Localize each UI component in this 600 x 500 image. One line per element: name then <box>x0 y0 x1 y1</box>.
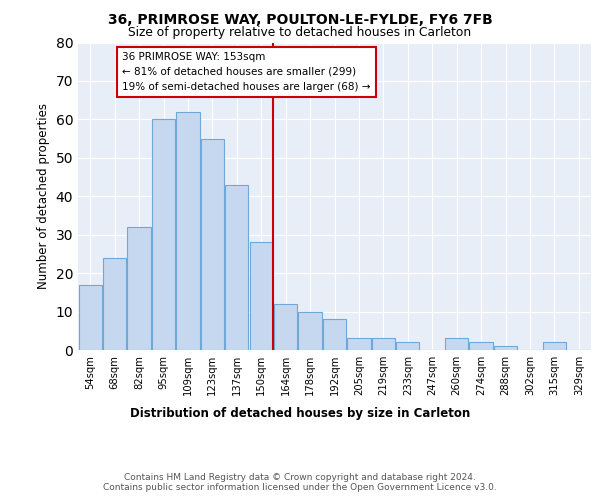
Bar <box>298 312 322 350</box>
Bar <box>152 120 175 350</box>
Text: 36 PRIMROSE WAY: 153sqm
← 81% of detached houses are smaller (299)
19% of semi-d: 36 PRIMROSE WAY: 153sqm ← 81% of detache… <box>122 52 370 92</box>
Text: Distribution of detached houses by size in Carleton: Distribution of detached houses by size … <box>130 408 470 420</box>
Text: Size of property relative to detached houses in Carleton: Size of property relative to detached ho… <box>128 26 472 39</box>
Bar <box>250 242 273 350</box>
Bar <box>469 342 493 350</box>
Bar <box>127 227 151 350</box>
Bar <box>323 320 346 350</box>
Bar <box>494 346 517 350</box>
Bar <box>201 138 224 350</box>
Bar <box>347 338 371 350</box>
Bar <box>372 338 395 350</box>
Y-axis label: Number of detached properties: Number of detached properties <box>37 104 50 289</box>
Bar <box>274 304 297 350</box>
Bar <box>396 342 419 350</box>
Text: 36, PRIMROSE WAY, POULTON-LE-FYLDE, FY6 7FB: 36, PRIMROSE WAY, POULTON-LE-FYLDE, FY6 … <box>107 12 493 26</box>
Bar <box>176 112 200 350</box>
Bar <box>103 258 126 350</box>
Bar <box>445 338 468 350</box>
Bar <box>225 184 248 350</box>
Bar <box>543 342 566 350</box>
Bar <box>79 284 102 350</box>
Text: Contains HM Land Registry data © Crown copyright and database right 2024.
Contai: Contains HM Land Registry data © Crown c… <box>103 472 497 492</box>
